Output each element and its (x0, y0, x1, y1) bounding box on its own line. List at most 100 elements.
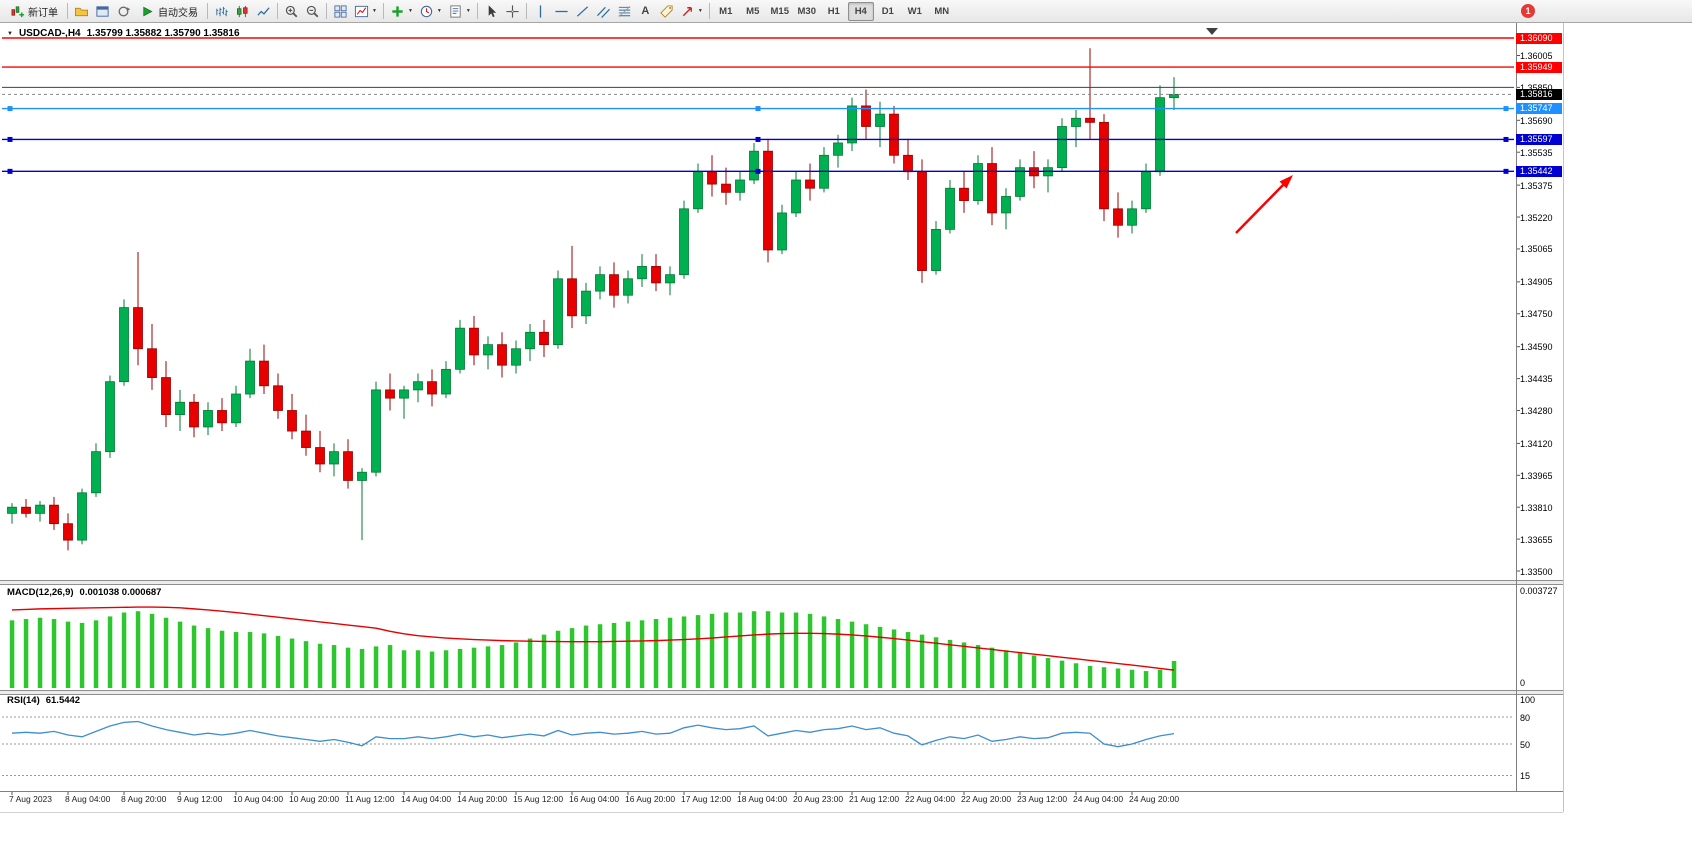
price-axis-divider (1516, 23, 1517, 791)
timeframe-button-m1[interactable]: M1 (719, 5, 733, 17)
macd-histogram-bar (961, 642, 967, 688)
timeframe-button-mn[interactable]: MN (934, 5, 950, 17)
macd-histogram-bar (653, 619, 659, 688)
new-order-button[interactable]: 新订单 (4, 2, 64, 21)
macd-histogram-bar (583, 625, 589, 688)
refresh-button[interactable] (113, 2, 134, 21)
crosshair-button[interactable] (502, 2, 523, 21)
macd-histogram-bar (989, 647, 995, 688)
tile-windows-icon (334, 4, 347, 18)
zoom-out-icon (306, 5, 319, 17)
macd-histogram-bar (205, 628, 211, 688)
trendline-button[interactable] (572, 2, 593, 21)
panel-splitter[interactable] (0, 580, 1563, 585)
macd-histogram-bar (863, 624, 869, 688)
caret-down-icon: ▼ (436, 7, 442, 14)
label-tool-button[interactable] (656, 2, 677, 21)
candlestick-chart-button[interactable] (232, 2, 253, 21)
macd-histogram-bar (793, 612, 799, 688)
window-icon (96, 5, 109, 17)
refresh-icon (118, 6, 131, 16)
caret-down-icon: ▼ (372, 7, 377, 14)
macd-histogram-bar (499, 645, 505, 688)
chart-plot-area[interactable] (0, 23, 1516, 580)
macd-histogram-bar (527, 638, 533, 688)
caret-down-icon: ▼ (697, 7, 703, 14)
cursor-button[interactable] (481, 2, 502, 21)
macd-histogram-bar (1017, 652, 1023, 688)
price-axis[interactable] (1517, 23, 1563, 791)
macd-histogram-bar (639, 620, 645, 688)
toolbar-separator (277, 3, 278, 19)
macd-histogram-bar (695, 615, 701, 688)
candlestick-icon (237, 5, 248, 17)
macd-histogram-bar (611, 622, 617, 688)
timeframe-button-w1[interactable]: W1 (907, 5, 922, 17)
macd-histogram-bar (163, 617, 169, 688)
channel-button[interactable] (593, 2, 614, 21)
crosshair-icon (506, 4, 519, 18)
macd-histogram-bar (9, 620, 15, 688)
macd-histogram-bar (919, 634, 925, 688)
bar-chart-button[interactable] (211, 2, 232, 21)
arrow-tool-icon (682, 6, 692, 16)
macd-histogram-bar (765, 611, 771, 688)
macd-histogram-bar (415, 650, 421, 688)
zoom-in-button[interactable] (281, 2, 302, 21)
line-chart-button[interactable] (253, 2, 274, 21)
caret-down-icon: ▼ (407, 7, 413, 14)
timeframe-button-h4[interactable]: H4 (847, 1, 874, 21)
market-watch-button[interactable] (92, 2, 113, 21)
macd-histogram-bar (23, 619, 29, 688)
macd-histogram-bar (275, 635, 281, 688)
cursor-icon (488, 4, 496, 17)
text-tool-button[interactable]: A (635, 2, 656, 21)
zoom-in-icon (285, 5, 298, 17)
tile-windows-button[interactable] (330, 2, 351, 21)
caret-down-icon: ▼ (465, 7, 471, 14)
vertical-line-icon (539, 4, 541, 18)
indicators-plus-icon (392, 5, 403, 17)
macd-histogram-bar (51, 619, 57, 688)
timeframe-button-d1[interactable]: D1 (881, 5, 894, 17)
toolbar-separator (207, 3, 208, 19)
fibonacci-button[interactable] (614, 2, 635, 21)
macd-name: MACD(12,26,9) (7, 587, 74, 598)
macd-histogram-bar (723, 612, 729, 688)
arrows-tool-button[interactable]: ▼ (677, 2, 706, 21)
horizontal-line-button[interactable] (551, 2, 572, 21)
macd-histogram-bar (1143, 671, 1149, 688)
template-icon (450, 4, 461, 18)
macd-histogram-bar (625, 621, 631, 688)
panel-splitter[interactable] (0, 690, 1563, 695)
macd-histogram-bar (37, 617, 43, 688)
macd-signal-line (11, 606, 1175, 671)
time-axis[interactable] (0, 791, 1563, 812)
indicators-button[interactable]: ▼ (387, 2, 416, 21)
macd-histogram-bar (877, 626, 883, 688)
new-chart-button[interactable]: ▼ (351, 2, 380, 21)
timeframe-button-h1[interactable]: H1 (827, 5, 840, 17)
autotrading-button[interactable]: 自动交易 (134, 2, 204, 21)
macd-histogram-bar (219, 630, 225, 688)
zoom-out-button[interactable] (302, 2, 323, 21)
text-tool-icon: A (641, 5, 650, 17)
macd-values: 0.001038 0.000687 (79, 587, 162, 598)
macd-histogram-bar (891, 629, 897, 688)
profiles-button[interactable] (71, 2, 92, 21)
macd-histogram-bar (247, 632, 253, 688)
macd-histogram-bar (849, 621, 855, 688)
periods-button[interactable]: ▼ (416, 2, 445, 21)
chart-menu-arrow-icon[interactable]: ▼ (7, 30, 13, 37)
macd-histogram-bar (821, 616, 827, 688)
macd-histogram-bar (233, 632, 239, 688)
timeframe-button-m15[interactable]: M15 (770, 5, 789, 17)
templates-button[interactable]: ▼ (445, 2, 474, 21)
line-chart-icon (257, 6, 270, 16)
notification-badge[interactable]: 1 (1521, 4, 1535, 18)
timeframe-button-m5[interactable]: M5 (746, 5, 760, 17)
macd-histogram-bar (387, 645, 393, 688)
timeframe-button-m30[interactable]: M30 (797, 5, 816, 17)
vertical-line-button[interactable] (530, 2, 551, 21)
